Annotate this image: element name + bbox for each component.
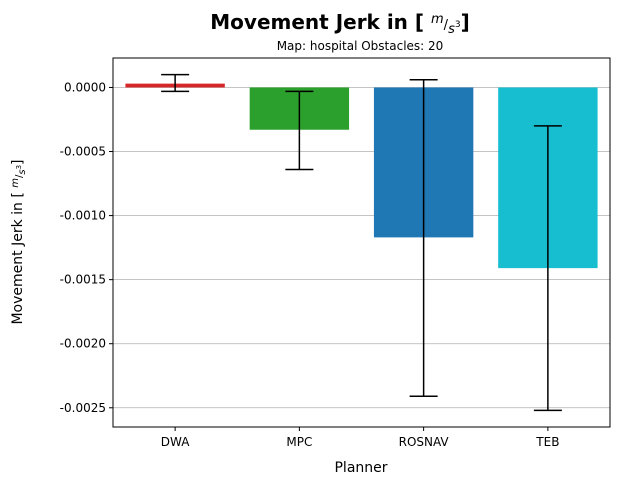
y-axis-unit-exponent: 3 xyxy=(15,165,23,169)
y-tick-label: -0.0015 xyxy=(60,273,106,287)
title-unit-slash: / xyxy=(444,18,449,33)
y-ticks: 0.0000 -0.0005 -0.0010 -0.0015 -0.0020 -0.002… xyxy=(60,80,113,415)
y-tick-label: -0.0025 xyxy=(60,401,106,415)
x-axis-label: Planner xyxy=(334,460,387,476)
title-unit-exponent: 3 xyxy=(455,20,461,30)
title-unit-denominator: s xyxy=(448,22,455,37)
plot-frame xyxy=(112,57,611,428)
chart-title: Movement Jerk in [ m/s3] xyxy=(210,10,469,37)
y-axis-unit-slash: / xyxy=(14,174,25,178)
x-ticks: DWA MPC ROSNAV TEB xyxy=(161,427,559,449)
title-unit-numerator: m xyxy=(431,12,444,27)
x-tick-label: TEB xyxy=(535,435,559,449)
title-suffix: ] xyxy=(461,10,470,34)
x-tick-label: MPC xyxy=(286,435,312,449)
x-tick-label: ROSNAV xyxy=(399,435,450,449)
y-axis-unit-numerator: m xyxy=(10,178,21,188)
error-bars xyxy=(161,73,562,412)
y-tick-label: -0.0010 xyxy=(60,209,106,223)
y-axis-label-group: Movement Jerk in [ m/s3] xyxy=(10,159,28,324)
bars xyxy=(125,83,598,269)
chart-title-prefix: Movement Jerk in [ xyxy=(210,10,424,34)
y-tick-label: 0.0000 xyxy=(64,80,106,94)
y-tick-label: -0.0005 xyxy=(60,145,106,159)
chart-subtitle: Map: hospital Obstacles: 20 xyxy=(277,39,444,53)
y-tick-label: -0.0020 xyxy=(60,337,106,351)
y-axis-unit-denominator: s xyxy=(17,169,28,174)
y-axis-label-prefix: Movement Jerk in [ xyxy=(10,192,26,324)
y-axis-label: Movement Jerk in [ m/s3] xyxy=(10,159,28,324)
x-tick-label: DWA xyxy=(161,435,190,449)
y-axis-label-suffix: ] xyxy=(10,159,26,164)
